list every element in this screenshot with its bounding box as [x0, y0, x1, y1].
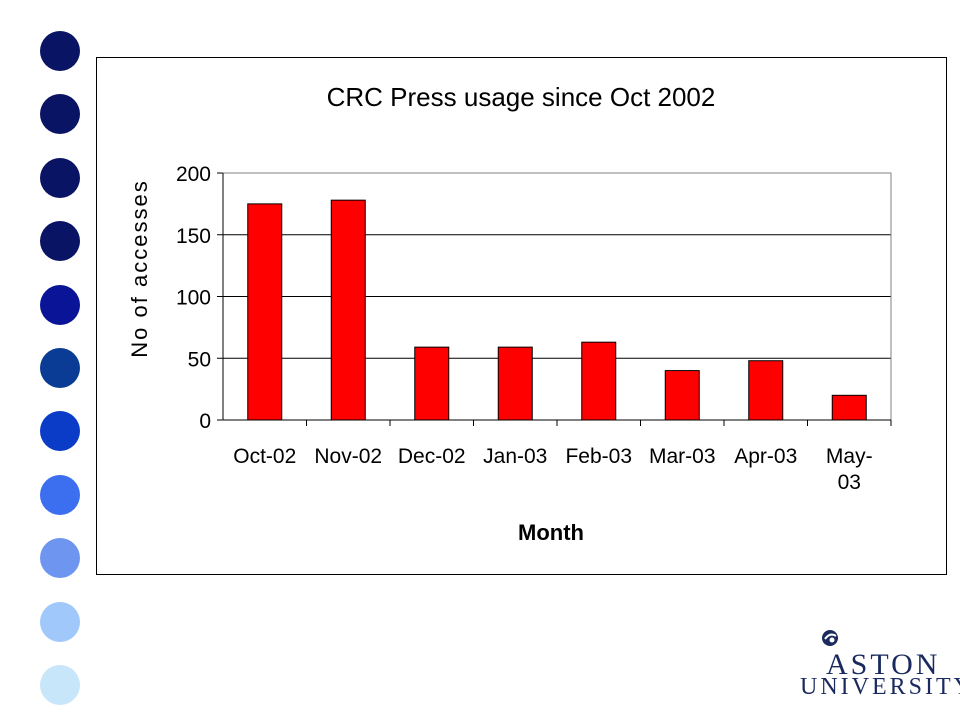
- y-tick-label: 200: [176, 163, 211, 186]
- x-tick-label: Mar-03: [649, 445, 716, 468]
- bar-chart: CRC Press usage since Oct 2002 0 50 100 150 2…: [127, 82, 892, 545]
- decorative-dot: [40, 411, 80, 452]
- x-tick-label: Nov-02: [314, 445, 382, 468]
- decorative-dot: [40, 665, 80, 705]
- y-axis-label: No of accesses: [127, 179, 152, 357]
- x-axis-label: Month: [518, 520, 584, 545]
- decorative-dot: [40, 601, 80, 642]
- decorative-dot: [40, 31, 80, 71]
- bar: [831, 394, 867, 421]
- y-tick-label: 100: [176, 287, 211, 310]
- aston-university-logo: ASTON UNIVERSITY: [800, 624, 960, 704]
- y-tick-label: 0: [199, 410, 211, 433]
- x-tick-label: Apr-03: [734, 445, 797, 468]
- x-tick-label: Jan-03: [483, 445, 547, 468]
- bar: [664, 370, 700, 421]
- chart-frame: CRC Press usage since Oct 2002 0 50 100 150 2…: [96, 57, 947, 575]
- logo-text-aston: ASTON: [826, 648, 941, 681]
- decorative-dot: [40, 221, 80, 262]
- decorative-dot: [40, 538, 80, 579]
- bar: [748, 360, 784, 421]
- bar: [414, 346, 450, 421]
- decorative-dot: [40, 157, 80, 198]
- x-tick-label: Dec-02: [398, 445, 466, 468]
- x-tick-label: Oct-02: [233, 445, 296, 468]
- y-tick-label: 150: [176, 225, 211, 248]
- logo-text-university: UNIVERSITY: [800, 674, 960, 700]
- x-tick-label: Feb-03: [565, 445, 632, 468]
- y-tick-label: 50: [188, 348, 211, 371]
- decorative-dot: [40, 284, 80, 325]
- x-tick-label: May-03: [826, 445, 873, 494]
- bar: [497, 346, 533, 421]
- bar: [247, 203, 283, 421]
- decorative-dot: [40, 348, 80, 388]
- logo-emblem-icon: [822, 630, 838, 646]
- bar: [581, 341, 617, 421]
- chart-title: CRC Press usage since Oct 2002: [327, 82, 716, 112]
- decorative-dot: [40, 474, 80, 515]
- decorative-dot: [40, 94, 80, 135]
- bar: [330, 199, 366, 421]
- decorative-dot-column: [0, 0, 120, 720]
